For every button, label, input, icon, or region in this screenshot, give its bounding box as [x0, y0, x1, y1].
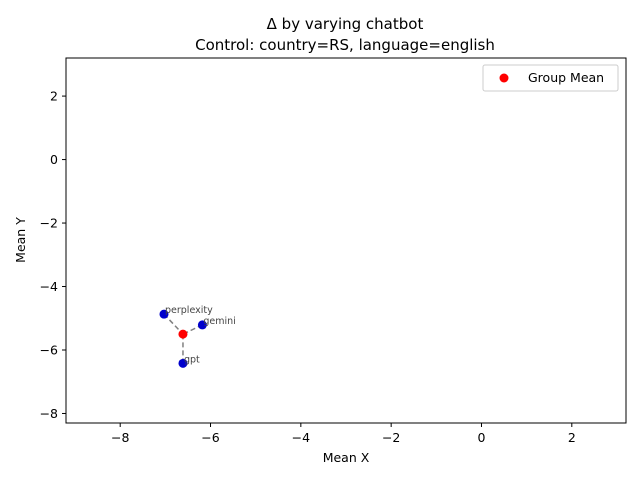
- x-tick-label: −8: [111, 430, 129, 445]
- data-point-gpt: [178, 358, 188, 368]
- x-tick-label: −6: [201, 430, 219, 445]
- legend: Group Mean: [482, 64, 619, 92]
- x-axis-ticks: −8 −6 −4 −2 0 2: [111, 423, 576, 445]
- x-axis-label: Mean X: [323, 450, 370, 465]
- data-points: [159, 309, 207, 368]
- point-label-gpt: gpt: [184, 354, 200, 365]
- connector-line: [163, 313, 184, 335]
- chart-subtitle: Control: country=RS, language=english: [195, 36, 495, 54]
- legend-box: [482, 64, 619, 92]
- chart-title: Δ by varying chatbot: [267, 15, 424, 33]
- legend-label: Group Mean: [528, 70, 604, 85]
- data-point-perplexity: [159, 309, 169, 319]
- x-tick-label: 0: [478, 430, 486, 445]
- y-tick-label: 0: [50, 152, 58, 167]
- point-label-gemini: gemini: [203, 316, 235, 327]
- y-axis-ticks: 2 0 −2 −4 −6 −8: [40, 89, 66, 421]
- y-tick-label: −8: [40, 406, 58, 421]
- x-tick-label: 2: [568, 430, 576, 445]
- y-tick-label: 2: [50, 89, 58, 104]
- x-tick-label: −2: [382, 430, 400, 445]
- legend-marker: [499, 73, 509, 83]
- y-tick-label: −6: [40, 343, 58, 358]
- data-point-gemini: [197, 320, 207, 330]
- plot-area: [65, 57, 627, 424]
- y-tick-label: −4: [40, 279, 58, 294]
- group-mean-point: [178, 329, 188, 339]
- point-label-perplexity: perplexity: [165, 305, 213, 316]
- x-tick-label: −4: [292, 430, 310, 445]
- y-axis-label: Mean Y: [13, 217, 28, 263]
- y-tick-label: −2: [40, 216, 58, 231]
